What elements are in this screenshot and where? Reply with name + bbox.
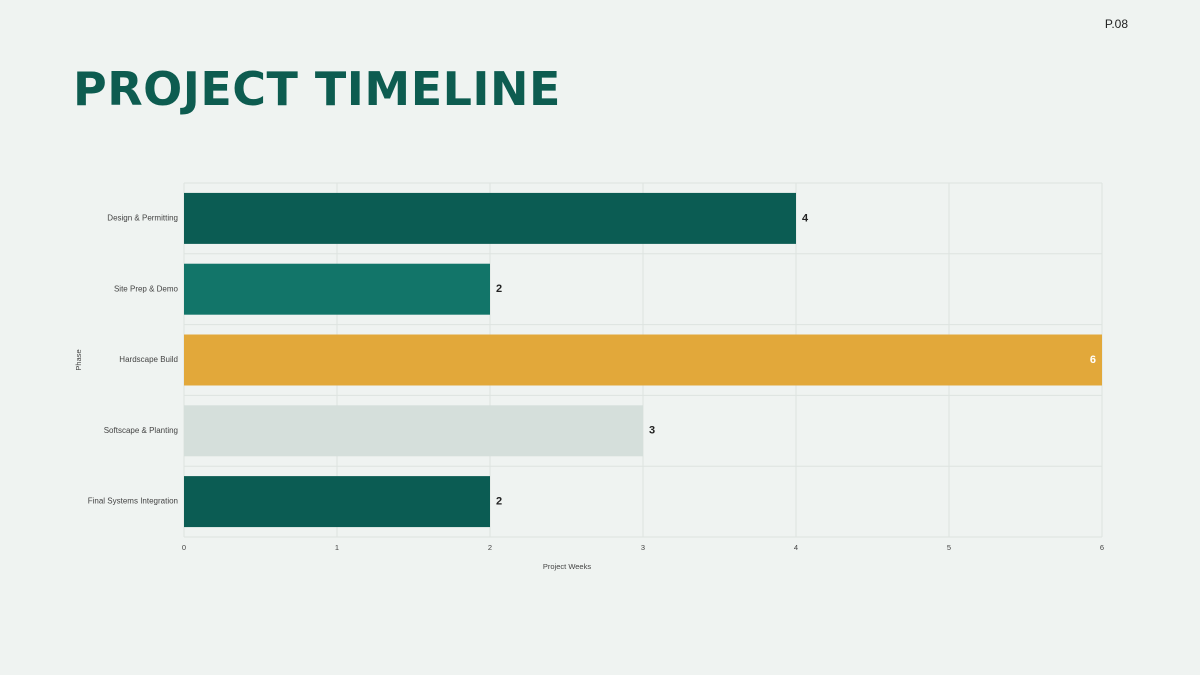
slide-title: PROJECT TIMELINE <box>73 62 561 116</box>
bar <box>184 405 643 457</box>
y-axis-title: Phase <box>74 349 83 370</box>
y-tick-label: Final Systems Integration <box>88 497 178 506</box>
value-label: 4 <box>802 212 809 224</box>
y-tick-label: Softscape & Planting <box>104 426 178 435</box>
x-tick-label: 3 <box>641 543 645 552</box>
bar <box>184 334 1102 386</box>
x-tick-label: 2 <box>488 543 492 552</box>
value-label: 2 <box>496 283 502 295</box>
x-tick-label: 4 <box>794 543 798 552</box>
x-tick-label: 1 <box>335 543 339 552</box>
x-axis-title: Project Weeks <box>543 562 591 571</box>
value-label: 2 <box>496 496 502 508</box>
bar <box>184 192 796 244</box>
y-tick-label: Design & Permitting <box>107 214 178 223</box>
value-label: 3 <box>649 425 655 437</box>
x-tick-label: 6 <box>1100 543 1104 552</box>
x-tick-label: 0 <box>182 543 186 552</box>
x-tick-label: 5 <box>947 543 951 552</box>
bar <box>184 476 490 528</box>
y-tick-label: Hardscape Build <box>119 355 178 364</box>
y-tick-label: Site Prep & Demo <box>114 284 179 293</box>
page-number: P.08 <box>1104 17 1128 31</box>
value-label: 6 <box>1090 354 1096 366</box>
bar <box>184 263 490 315</box>
